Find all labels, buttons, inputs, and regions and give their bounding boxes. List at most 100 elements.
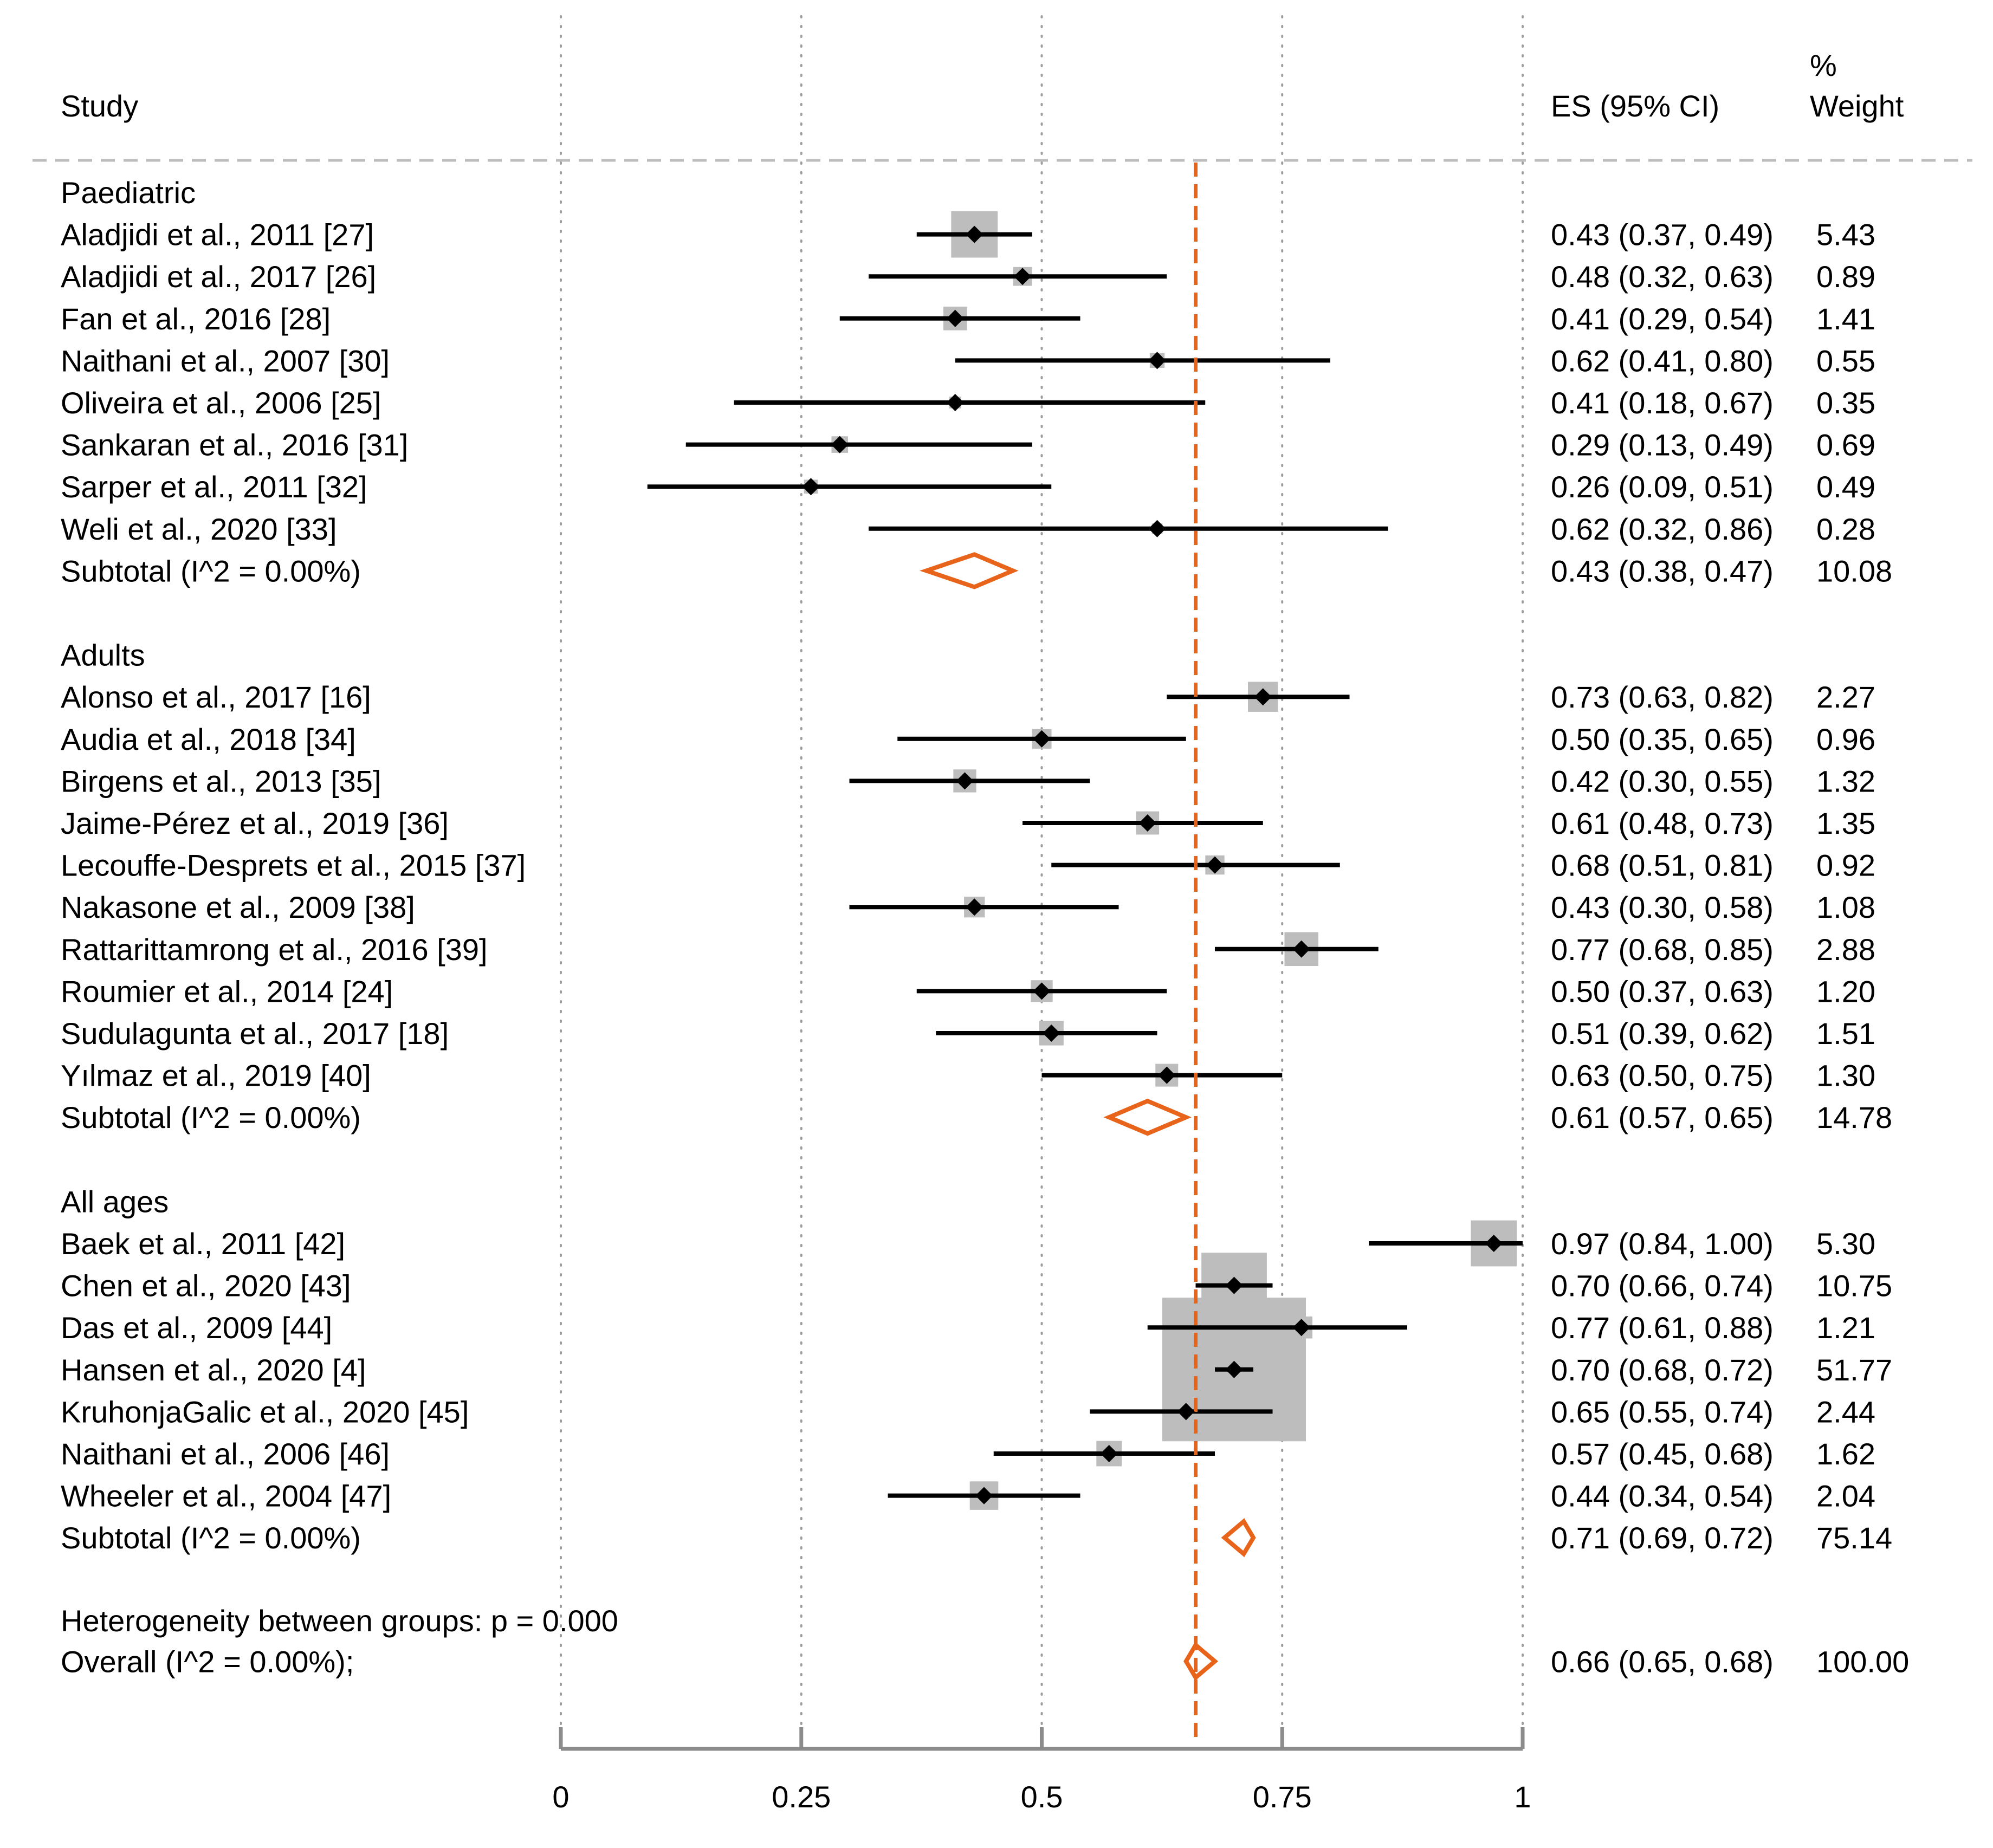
subtotal-row-label: Subtotal (I^2 = 0.00%): [61, 1100, 361, 1134]
study-row-weight: 1.08: [1816, 890, 1875, 924]
overall-row-label: Overall (I^2 = 0.00%);: [61, 1644, 354, 1678]
weight-column-header-line1: %: [1810, 48, 1837, 82]
x-axis: 0 0.25 0.5 0.75 1: [552, 1727, 1531, 1814]
study-row-weight: 0.96: [1816, 722, 1875, 756]
pooled-diamonds: [920, 552, 1256, 1681]
study-row-weight: 2.44: [1816, 1395, 1875, 1429]
subtotal-row-weight: 10.08: [1816, 554, 1892, 588]
study-row-es-ci: 0.43 (0.30, 0.58): [1551, 890, 1774, 924]
point-estimate: [1225, 1360, 1243, 1378]
study-row-weight: 5.43: [1816, 218, 1875, 252]
study-row-es-ci: 0.41 (0.29, 0.54): [1551, 302, 1774, 336]
subtotal-row-weight: 75.14: [1816, 1521, 1892, 1555]
x-tick-label: 0.25: [772, 1780, 831, 1814]
point-estimate: [966, 225, 983, 243]
study-row-weight: 1.20: [1816, 974, 1875, 1008]
point-estimate: [946, 309, 964, 327]
x-tick-label: 0.5: [1021, 1780, 1063, 1814]
point-estimate: [1043, 1024, 1060, 1042]
study-row-es-ci: 0.61 (0.48, 0.73): [1551, 806, 1774, 840]
x-tick-label: 0.75: [1253, 1780, 1312, 1814]
study-row-label: Sankaran et al., 2016 [31]: [61, 428, 408, 462]
study-row-weight: 1.35: [1816, 806, 1875, 840]
study-row-es-ci: 0.42 (0.30, 0.55): [1551, 764, 1774, 798]
study-row-weight: 1.62: [1816, 1437, 1875, 1471]
overall-row-weight: 100.00: [1816, 1644, 1909, 1678]
point-estimate: [1292, 940, 1310, 958]
group-heading: Adults: [61, 638, 145, 672]
study-row-es-ci: 0.62 (0.41, 0.80): [1551, 343, 1774, 378]
study-row-weight: 1.21: [1816, 1311, 1875, 1345]
study-row-weight: 1.41: [1816, 302, 1875, 336]
study-row-weight: 0.35: [1816, 386, 1875, 420]
overall-row-es-ci: 0.66 (0.65, 0.68): [1551, 1644, 1774, 1678]
weight-column-header-line2: Weight: [1810, 89, 1904, 123]
study-row-weight: 0.69: [1816, 428, 1875, 462]
point-estimate: [1292, 1319, 1310, 1337]
study-row-es-ci: 0.77 (0.68, 0.85): [1551, 932, 1774, 967]
study-row-label: Naithani et al., 2006 [46]: [61, 1437, 390, 1471]
subtotal-row-weight: 14.78: [1816, 1100, 1892, 1134]
subtotal-row-es-ci: 0.43 (0.38, 0.47): [1551, 554, 1774, 588]
study-row-label: Birgens et al., 2013 [35]: [61, 764, 381, 798]
point-estimate: [1033, 982, 1051, 1000]
subtotal-diamond: [1103, 1098, 1192, 1136]
point-estimate: [802, 478, 820, 496]
point-estimate: [1225, 1276, 1243, 1294]
study-row-es-ci: 0.26 (0.09, 0.51): [1551, 470, 1774, 504]
study-row-es-ci: 0.48 (0.32, 0.63): [1551, 260, 1774, 294]
point-estimate: [1485, 1235, 1503, 1252]
weight-boxes: [804, 211, 1517, 1510]
study-row-label: Sudulagunta et al., 2017 [18]: [61, 1016, 449, 1051]
study-row-label: Baek et al., 2011 [42]: [61, 1227, 345, 1261]
study-row-label: Aladjidi et al., 2011 [27]: [61, 218, 374, 252]
study-row-es-ci: 0.63 (0.50, 0.75): [1551, 1059, 1774, 1093]
study-row-weight: 1.32: [1816, 764, 1875, 798]
study-row-weight: 2.04: [1816, 1479, 1875, 1513]
point-estimate: [1100, 1445, 1118, 1462]
study-column-header: Study: [61, 89, 138, 123]
study-row-weight: 10.75: [1816, 1269, 1892, 1303]
study-row-es-ci: 0.50 (0.37, 0.63): [1551, 974, 1774, 1008]
overall-diamond: [1183, 1642, 1219, 1681]
study-row-label: Fan et al., 2016 [28]: [61, 302, 331, 336]
subtotal-row-label: Subtotal (I^2 = 0.00%): [61, 554, 361, 588]
study-row-weight: 0.55: [1816, 343, 1875, 378]
study-row-es-ci: 0.62 (0.32, 0.86): [1551, 512, 1774, 546]
study-row-label: Naithani et al., 2007 [30]: [61, 343, 390, 378]
study-row-weight: 1.30: [1816, 1059, 1875, 1093]
point-estimate: [975, 1487, 993, 1505]
study-row-es-ci: 0.43 (0.37, 0.49): [1551, 218, 1774, 252]
point-estimate: [1014, 268, 1031, 286]
study-row-label: Jaime-Pérez et al., 2019 [36]: [61, 806, 449, 840]
table-header: Study ES (95% CI) % Weight: [33, 48, 1972, 162]
study-row-weight: 0.92: [1816, 848, 1875, 883]
study-row-label: Aladjidi et al., 2017 [26]: [61, 260, 376, 294]
point-estimate: [946, 394, 964, 411]
study-row-es-ci: 0.29 (0.13, 0.49): [1551, 428, 1774, 462]
study-row-label: Sarper et al., 2011 [32]: [61, 470, 367, 504]
study-row-label: KruhonjaGalic et al., 2020 [45]: [61, 1395, 469, 1429]
subtotal-row-label: Subtotal (I^2 = 0.00%): [61, 1521, 361, 1555]
subtotal-diamond: [920, 552, 1019, 589]
study-row-label: Audia et al., 2018 [34]: [61, 722, 356, 756]
study-row-label: Yılmaz et al., 2019 [40]: [61, 1059, 371, 1093]
subtotal-row-es-ci: 0.71 (0.69, 0.72): [1551, 1521, 1774, 1555]
study-row-label: Hansen et al., 2020 [4]: [61, 1353, 366, 1387]
group-heading: All ages: [61, 1184, 169, 1218]
study-row-label: Oliveira et al., 2006 [25]: [61, 386, 381, 420]
study-row-es-ci: 0.68 (0.51, 0.81): [1551, 848, 1774, 883]
point-estimates: [802, 225, 1503, 1505]
point-estimate: [1206, 856, 1224, 874]
heterogeneity-text: Heterogeneity between groups: p = 0.000: [61, 1604, 618, 1638]
study-row-es-ci: 0.97 (0.84, 1.00): [1551, 1227, 1774, 1261]
point-estimate: [956, 772, 974, 790]
confidence-intervals: [647, 232, 1523, 1498]
study-row-es-ci: 0.57 (0.45, 0.68): [1551, 1437, 1774, 1471]
point-estimate: [831, 436, 849, 453]
study-row-label: Alonso et al., 2017 [16]: [61, 680, 371, 714]
study-row-weight: 51.77: [1816, 1353, 1892, 1387]
study-row-label: Weli et al., 2020 [33]: [61, 512, 337, 546]
study-row-es-ci: 0.50 (0.35, 0.65): [1551, 722, 1774, 756]
table-rows: Paediatric Aladjidi et al., 2011 [27] 0.43…: [61, 176, 1909, 1678]
